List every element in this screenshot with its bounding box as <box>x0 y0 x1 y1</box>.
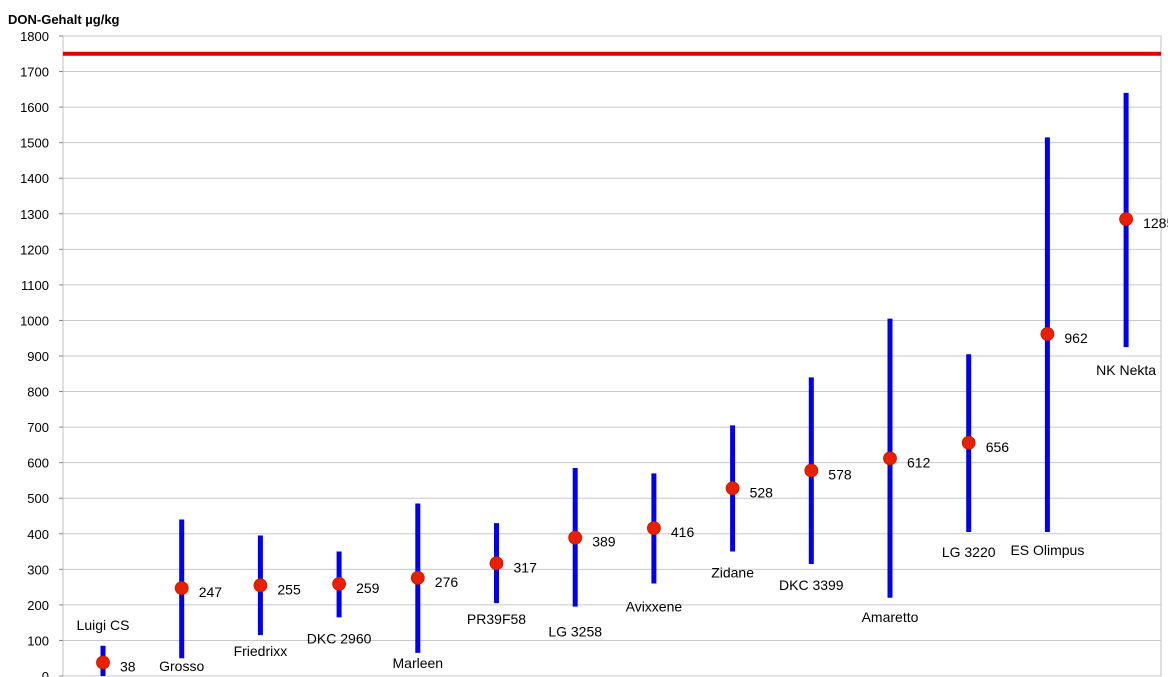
y-tick-label: 800 <box>27 385 49 400</box>
category-label: ES Olimpus <box>1010 542 1084 558</box>
y-tick-label: 1800 <box>20 29 49 44</box>
category-labels: Luigi CS Grosso Friedrixx DKC 2960 Marleen PR… <box>77 362 1157 674</box>
data-point <box>1040 327 1055 341</box>
y-tick-label: 300 <box>27 562 49 577</box>
value-label: 416 <box>671 524 695 540</box>
data-point <box>96 655 110 670</box>
data-point <box>1119 212 1133 227</box>
data-point <box>410 570 425 585</box>
value-label: 276 <box>435 574 459 590</box>
value-label: 255 <box>277 581 301 597</box>
value-label: 656 <box>986 439 1010 455</box>
y-tick-label: 500 <box>27 491 49 506</box>
value-label: 962 <box>1064 330 1088 346</box>
value-label: 1285 <box>1143 215 1168 231</box>
category-label: PR39F58 <box>467 611 526 627</box>
category-label: Avixxene <box>626 599 683 615</box>
y-tick-label: 1600 <box>20 100 49 115</box>
y-tick-label: 1300 <box>20 207 49 222</box>
y-tick-label: 200 <box>27 598 49 613</box>
y-tick-label: 100 <box>27 633 49 648</box>
category-label: Zidane <box>711 565 754 581</box>
data-point <box>253 578 268 593</box>
category-label: DKC 3399 <box>779 577 844 593</box>
y-tick-label: 600 <box>27 456 49 471</box>
y-tick-label: 1500 <box>20 136 49 151</box>
y-tick-label: 1400 <box>20 171 49 186</box>
data-point <box>804 463 819 478</box>
data-point <box>568 530 583 545</box>
value-label: 259 <box>356 580 380 596</box>
category-label: Grosso <box>159 658 204 674</box>
value-label: 247 <box>199 584 223 600</box>
value-label: 578 <box>828 466 852 482</box>
category-label: NK Nekta <box>1096 362 1156 378</box>
y-tick-label: 1700 <box>20 65 49 80</box>
category-label: Marleen <box>393 655 444 671</box>
data-point <box>174 581 189 596</box>
y-tick-label: 400 <box>27 527 49 542</box>
y-tick-label: 700 <box>27 420 49 435</box>
category-label: DKC 2960 <box>307 630 372 646</box>
y-tick-label: 1200 <box>20 242 49 257</box>
data-point <box>725 481 740 496</box>
y-axis-ticks: 0 100 200 300 400 500 600 700 800 900 1000 1100 1200… <box>20 29 63 677</box>
category-label: LG 3258 <box>548 624 602 640</box>
y-axis-title: DON-Gehalt µg/kg <box>8 12 120 27</box>
data-point <box>332 577 347 591</box>
value-label: 38 <box>120 658 136 674</box>
category-label: LG 3220 <box>942 544 996 560</box>
data-point <box>647 521 661 535</box>
y-tick-label: 900 <box>27 349 49 364</box>
value-label: 317 <box>514 559 538 575</box>
value-label: 389 <box>592 534 616 550</box>
value-label: 612 <box>907 454 931 470</box>
category-label: Amaretto <box>862 609 919 625</box>
category-label: Friedrixx <box>234 643 288 659</box>
y-tick-label: 1100 <box>21 278 49 293</box>
value-label: 528 <box>750 484 774 500</box>
data-point <box>489 556 504 571</box>
data-point <box>961 435 976 450</box>
data-points <box>96 212 1133 670</box>
category-label: Luigi CS <box>77 617 130 633</box>
y-tick-label: 0 <box>42 669 49 677</box>
y-tick-label: 1000 <box>20 313 49 328</box>
data-point <box>883 451 897 466</box>
value-labels: 38 247 255 259 276 317 389 416 528 578 612 656 962 12… <box>120 215 1168 674</box>
grid-lines <box>63 35 1161 677</box>
